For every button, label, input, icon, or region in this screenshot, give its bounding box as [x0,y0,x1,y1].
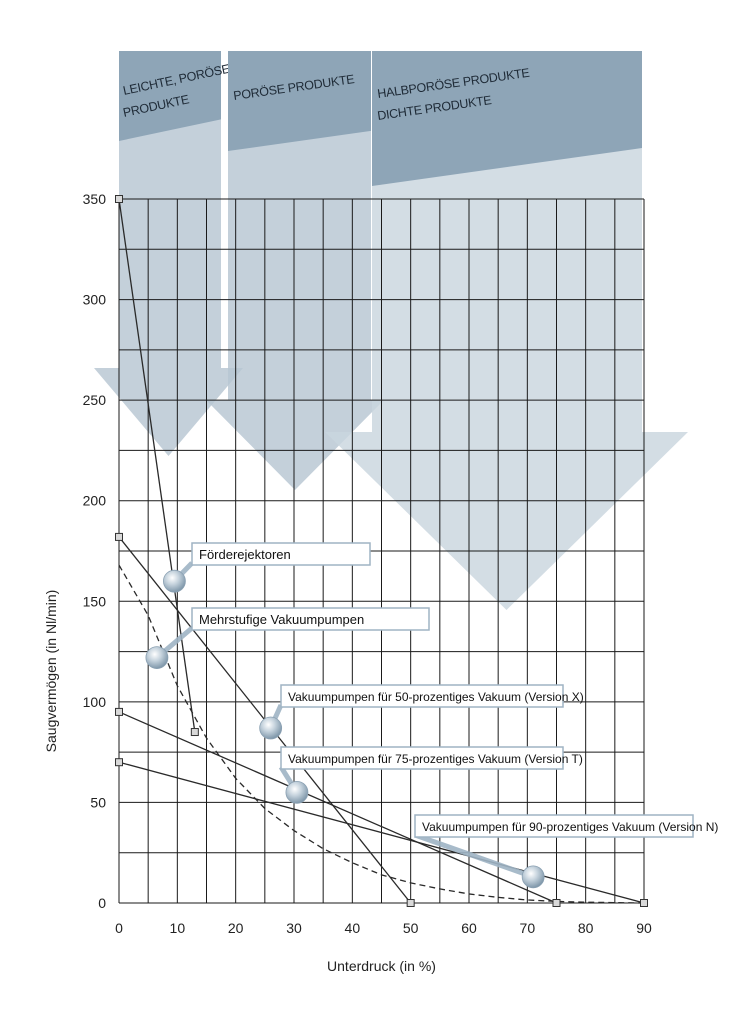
region-arrow-header [119,51,221,141]
y-tick-label: 250 [83,392,107,408]
series-callout: Vakuumpumpen für 50-prozentiges Vakuum (… [259,684,584,740]
data-point-marker [190,728,199,737]
x-tick-label: 0 [115,920,123,936]
series-labels: Förderejektoren Mehrstufige Vakuumpumpen V… [145,542,718,889]
data-point-marker [115,195,123,203]
x-tick-label: 50 [403,920,419,936]
x-tick-label: 80 [578,920,594,936]
series-callout: Förderejektoren [163,542,371,593]
region-arrow-header [372,51,642,186]
region-arrow-body [94,51,243,456]
callout-box [280,684,564,708]
series-label: Vakuumpumpen für 75-prozentiges Vakuum (… [288,752,583,766]
x-tick-label: 20 [228,920,244,936]
x-tick-label: 70 [520,920,536,936]
callout-box [191,607,430,631]
series-label: Förderejektoren [199,547,291,562]
x-tick-label: 30 [286,920,302,936]
y-tick-label: 300 [83,292,107,308]
callout-ball-icon [259,716,283,740]
region-arrow-body [325,51,688,610]
data-point-marker [640,899,648,907]
x-tick-label: 10 [170,920,186,936]
x-tick-label: 90 [636,920,652,936]
series-label: Vakuumpumpen für 50-prozentiges Vakuum (… [288,690,584,704]
data-point-marker [115,532,123,541]
y-tick-label: 50 [90,794,106,810]
data-point-marker [406,899,415,907]
series-line [118,564,645,904]
y-tick-label: 350 [83,191,107,207]
callout-ball-icon [285,780,309,804]
callout-box [414,814,694,838]
series-line [118,761,645,904]
series-line [118,198,196,733]
data-point-marker [115,758,123,767]
series-callout: Vakuumpumpen für 90-prozentiges Vakuum (… [414,814,718,889]
series-line [118,711,557,904]
series-callout: Mehrstufige Vakuumpumpen [145,607,430,670]
x-tick-label: 60 [461,920,477,936]
data-point-marker [115,707,123,716]
series-label: Vakuumpumpen für 90-prozentiges Vakuum (… [422,820,718,834]
region-arrow-header [228,51,371,151]
y-tick-label: 0 [98,895,106,911]
y-axis-label: Saugvermögen (in Nl/min) [43,590,59,753]
series-lines [115,195,648,907]
x-tick-label: 40 [345,920,361,936]
callout-ball-icon [163,569,186,593]
series-callout: Vakuumpumpen für 75-prozentiges Vakuum (… [278,746,583,804]
callout-ball-icon [145,646,169,670]
series-label: Mehrstufige Vakuumpumpen [199,612,364,627]
y-tick-label: 200 [83,493,107,509]
y-tick-label: 150 [83,593,107,609]
callout-box [191,542,371,566]
callout-ball-icon [521,865,545,889]
data-point-marker [552,899,561,907]
axes: Unterdruck (in %) Saugvermögen (in Nl/mi… [43,191,652,974]
y-tick-label: 100 [83,694,107,710]
product-region-arrow: PORÖSE PRODUKTE [206,51,384,490]
callout-leader [414,832,535,880]
region-arrow-body [206,51,384,490]
callout-box [280,746,564,770]
x-axis-label: Unterdruck (in %) [327,958,436,974]
